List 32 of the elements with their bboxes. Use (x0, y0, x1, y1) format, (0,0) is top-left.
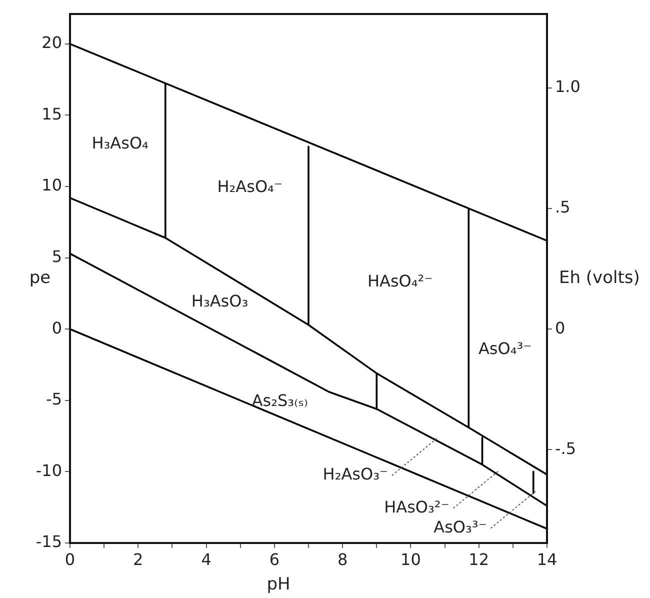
y-axis-title: pe (29, 268, 51, 288)
x-tick-label: 10 (400, 550, 421, 569)
y-tick-label: 15 (42, 104, 62, 124)
annotation: AsO₄³⁻ (478, 339, 532, 358)
x-tick-label: 6 (269, 550, 280, 569)
annotation: AsO₃³⁻ (434, 517, 487, 536)
annotation: H₂AsO₃⁻ (322, 464, 388, 484)
annotation: HAsO₃²⁻ (384, 497, 450, 516)
annotation: HAsO₄²⁻ (367, 271, 433, 290)
y2-tick-label: -.5 (555, 438, 576, 458)
annotation: H₂AsO₄⁻ (217, 177, 282, 196)
y2-tick-label: .5 (555, 198, 570, 217)
y-tick-label: -10 (36, 460, 62, 480)
annotation: As₂S₃₍ₛ₎ (252, 390, 308, 410)
annotation: H₃AsO₄ (92, 133, 148, 152)
y-tick-label: 5 (52, 246, 62, 266)
x-tick-label: 4 (201, 550, 212, 569)
x-tick-label: 2 (133, 550, 144, 569)
y-tick-label: 20 (42, 33, 62, 52)
x-tick-label: 8 (337, 550, 348, 569)
y-tick-label: -15 (36, 532, 62, 552)
x-tick-label: 14 (536, 550, 558, 569)
x-axis-title: pH (266, 574, 290, 594)
y-tick-label: -5 (46, 390, 62, 409)
y2-axis-title: Eh (volts) (559, 268, 640, 288)
x-tick-label: 12 (468, 550, 490, 569)
annotation: H₃AsO₃ (191, 291, 248, 310)
x-tick-label: 0 (64, 550, 76, 569)
y2-tick-label: 1.0 (555, 77, 580, 96)
y-tick-label: 10 (42, 176, 62, 195)
y2-tick-label: 0 (555, 318, 566, 338)
y-tick-label: 0 (52, 318, 62, 338)
